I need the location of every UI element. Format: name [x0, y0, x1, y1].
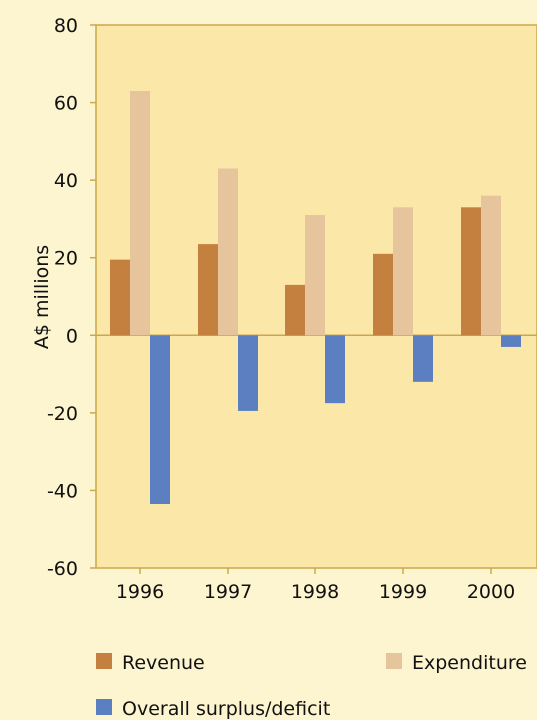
x-tick-label: 1999: [379, 581, 427, 603]
bar-expenditure-1996: [130, 90, 150, 336]
y-tick-label: 40: [54, 170, 78, 192]
bar-expenditure-1998: [305, 215, 325, 336]
legend-label: Overall surplus/deficit: [122, 698, 330, 720]
y-tick-label: -40: [47, 480, 78, 502]
bar-revenue-1999: [373, 253, 393, 336]
bar-overall-surplus-deficit-1996: [150, 335, 170, 505]
y-axis-ticks: 80 60 40 20 0 -20 -40 -60: [47, 15, 96, 580]
legend-swatch-overall-surplus-deficit: [96, 699, 112, 715]
legend-swatch-revenue: [96, 653, 112, 669]
legend-swatch-expenditure: [386, 653, 402, 669]
bar-revenue-2000: [461, 207, 481, 336]
bar-overall-surplus-deficit-1999: [413, 335, 433, 382]
x-axis-ticks: 1996 1997 1998 1999 2000: [116, 568, 515, 603]
x-tick-label: 1998: [291, 581, 339, 603]
y-axis-title: A$ millions: [31, 245, 53, 349]
bar-revenue-1996: [110, 259, 130, 336]
legend-label: Expenditure: [412, 652, 527, 674]
legend-label: Revenue: [122, 652, 205, 674]
y-tick-label: 60: [54, 93, 78, 115]
x-tick-label: 2000: [467, 581, 515, 603]
bar-overall-surplus-deficit-1997: [238, 335, 258, 411]
y-tick-label: 80: [54, 15, 78, 37]
y-tick-label: 20: [54, 248, 78, 270]
bar-expenditure-2000: [481, 195, 501, 336]
x-tick-label: 1996: [116, 581, 164, 603]
y-tick-label: 0: [66, 325, 78, 347]
bar-revenue-1997: [198, 244, 218, 336]
bar-expenditure-1997: [218, 168, 238, 336]
bars: [110, 90, 521, 505]
bar-expenditure-1999: [393, 207, 413, 336]
legend: Revenue Expenditure Overall surplus/defici…: [96, 652, 527, 720]
y-tick-label: -20: [47, 403, 78, 425]
bar-overall-surplus-deficit-1998: [325, 335, 345, 404]
bar-overall-surplus-deficit-2000: [501, 335, 521, 347]
x-tick-label: 1997: [204, 581, 252, 603]
bar-revenue-1998: [285, 284, 305, 336]
y-tick-label: -60: [47, 558, 78, 580]
